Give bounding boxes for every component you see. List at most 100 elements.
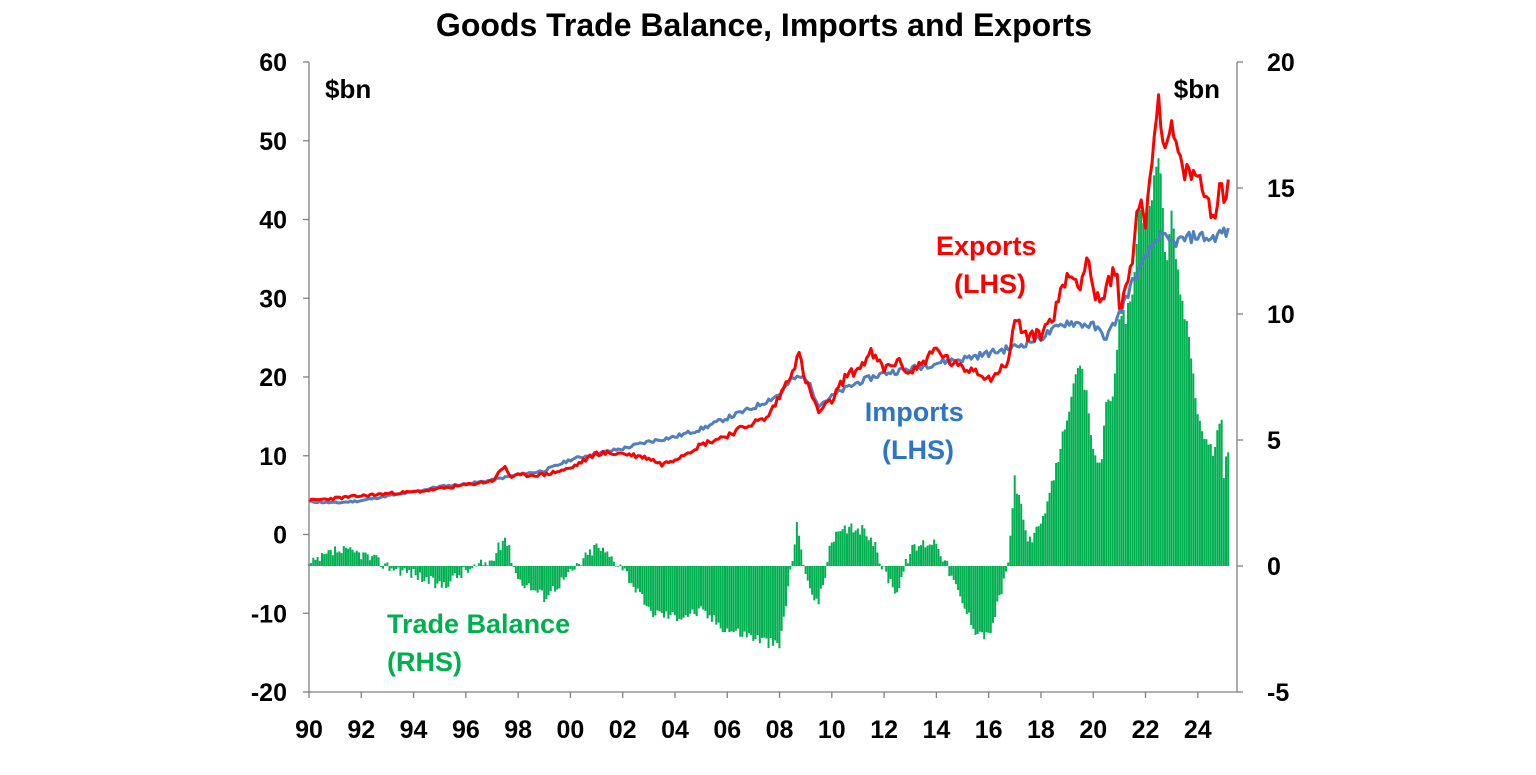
trade-balance-bar xyxy=(1048,492,1051,566)
trade-balance-bar xyxy=(1094,455,1097,566)
trade-balance-bar xyxy=(416,566,419,580)
trade-balance-bar xyxy=(425,566,428,578)
trade-balance-bar xyxy=(484,562,487,566)
trade-balance-bar xyxy=(948,566,951,577)
trade-balance-bar xyxy=(621,566,624,571)
trade-balance-bar xyxy=(941,561,944,566)
trade-balance-bar xyxy=(719,566,722,629)
trade-balance-bar xyxy=(1039,523,1042,566)
x-tick-label: 04 xyxy=(661,716,689,744)
trade-balance-bar xyxy=(643,566,646,605)
trade-balance-bar xyxy=(776,566,779,643)
trade-balance-bar xyxy=(841,529,844,566)
trade-balance-bar xyxy=(466,566,469,573)
trade-balance-bar xyxy=(645,566,648,607)
trade-balance-bar xyxy=(351,549,354,566)
trade-balance-bar xyxy=(808,566,811,589)
trade-balance-bar xyxy=(390,566,393,569)
trade-balance-bar xyxy=(471,566,474,569)
right-tick-label: 15 xyxy=(1267,175,1295,203)
trade-balance-bar xyxy=(395,566,398,569)
trade-balance-bar xyxy=(1087,413,1090,566)
trade-balance-bar xyxy=(497,542,500,566)
left-tick-label: 0 xyxy=(273,522,287,550)
trade-balance-bar xyxy=(693,566,696,615)
trade-balance-bar xyxy=(623,566,626,569)
trade-balance-bar xyxy=(482,565,485,566)
trade-balance-bar xyxy=(1105,402,1108,566)
trade-balance-bar xyxy=(506,546,509,566)
right-axis-ticks: 20 15 10 5 0 -5 xyxy=(1237,49,1295,707)
trade-balance-bar xyxy=(639,566,642,593)
trade-balance-bar xyxy=(503,537,506,566)
trade-balance-bar xyxy=(501,540,504,566)
x-tick-label: 16 xyxy=(975,716,1003,744)
trade-balance-bar xyxy=(974,566,977,635)
trade-balance-bar xyxy=(486,565,489,566)
trade-balance-bar xyxy=(344,547,347,566)
trade-balance-bar xyxy=(697,566,700,609)
trade-balance-bar xyxy=(1164,252,1167,566)
trade-balance-bar xyxy=(1057,461,1060,566)
trade-balance-bar xyxy=(732,566,735,632)
trade-balance-bar xyxy=(312,557,315,566)
right-tick-label: 20 xyxy=(1267,49,1295,77)
trade-balance-bar xyxy=(578,564,581,566)
trade-balance-bar xyxy=(691,566,694,610)
trade-balance-bar xyxy=(935,543,938,566)
right-tick-label: 0 xyxy=(1267,553,1281,581)
trade-balance-bar xyxy=(1144,214,1147,566)
trade-balance-bar xyxy=(828,545,831,566)
trade-balance-bar xyxy=(1211,455,1214,566)
left-tick-label: -20 xyxy=(251,679,287,707)
trade-balance-bar xyxy=(358,552,361,566)
trade-balance-bar xyxy=(1000,566,1003,595)
trade-balance-bar xyxy=(652,566,655,618)
x-tick-label: 14 xyxy=(922,716,950,744)
trade-balance-bar xyxy=(1137,209,1140,566)
trade-balance-bar xyxy=(893,566,896,594)
trade-balance-bar xyxy=(710,566,713,622)
right-tick-label: 10 xyxy=(1267,301,1295,329)
trade-balance-bar xyxy=(1183,319,1186,566)
trade-balance-bar xyxy=(985,566,988,633)
trade-balance-bar xyxy=(564,566,567,578)
trade-balance-bar xyxy=(1007,562,1010,566)
trade-balance-bar xyxy=(889,566,892,579)
trade-balance-bar xyxy=(1081,369,1084,566)
trade-balance-bar xyxy=(604,552,607,566)
right-tick-label: 5 xyxy=(1267,427,1281,455)
trade-balance-bar xyxy=(824,566,827,578)
trade-balance-bar xyxy=(954,566,957,585)
trade-balance-bar xyxy=(588,549,591,566)
trade-balance-bar xyxy=(334,546,337,566)
trade-balance-bar xyxy=(1214,447,1217,566)
trade-balance-bar xyxy=(1192,373,1195,566)
trade-balance-bar xyxy=(379,566,382,568)
trade-balance-bar xyxy=(488,560,491,566)
trade-balance-bar xyxy=(1066,420,1068,566)
trade-balance-bar xyxy=(920,545,923,566)
trade-balance-bar xyxy=(368,560,371,566)
x-tick-label: 08 xyxy=(766,716,794,744)
trade-balance-bar xyxy=(970,566,973,626)
trade-balance-bar xyxy=(928,544,931,566)
trade-balance-bar xyxy=(1050,480,1053,566)
trade-balance-bar xyxy=(1052,480,1055,566)
chart-title: Goods Trade Balance, Imports and Exports xyxy=(436,7,1092,43)
trade-balance-bar xyxy=(767,566,770,649)
trade-balance-bar xyxy=(798,535,801,566)
trade-balance-bar xyxy=(1046,501,1049,566)
trade-balance-bar xyxy=(852,532,855,566)
trade-balance-bar xyxy=(726,566,729,629)
trade-balance-bar xyxy=(830,542,833,566)
trade-balance-bar xyxy=(1126,303,1129,566)
trade-balance-bar xyxy=(819,566,822,589)
trade-balance-bar xyxy=(654,566,657,616)
trade-balance-bar xyxy=(856,528,859,566)
trade-balance-bar xyxy=(1033,532,1036,566)
trade-balance-bar xyxy=(822,566,825,586)
trade-balance-bar xyxy=(658,566,661,612)
trade-balance-bar xyxy=(1044,513,1047,566)
trade-balance-bar xyxy=(1072,383,1075,566)
